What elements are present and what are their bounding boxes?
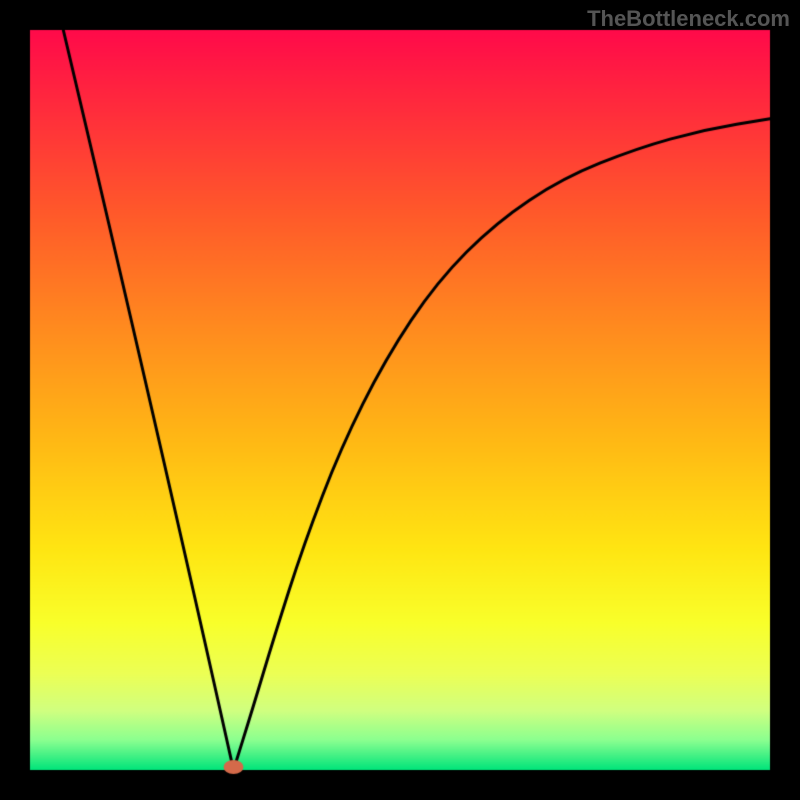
chart-container: TheBottleneck.com xyxy=(0,0,800,800)
watermark-text: TheBottleneck.com xyxy=(587,6,790,32)
bottleneck-chart-canvas xyxy=(0,0,800,800)
